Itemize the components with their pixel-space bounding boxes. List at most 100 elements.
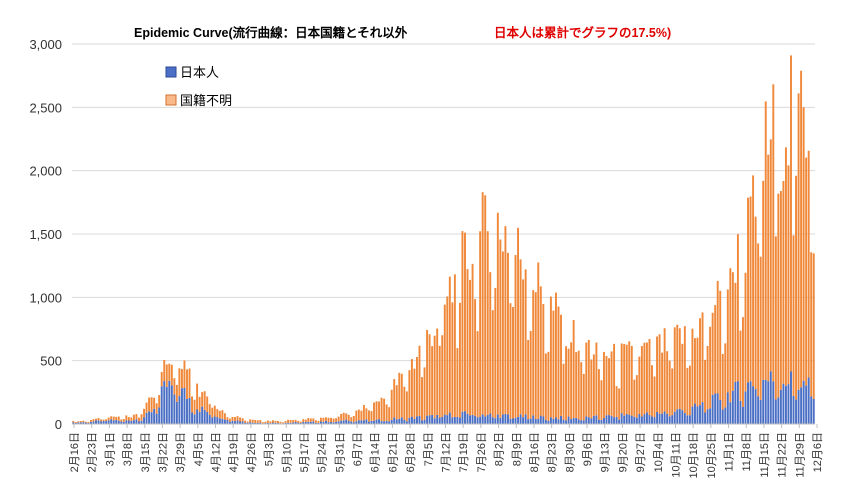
bar-japanese xyxy=(777,397,780,424)
bar-unknown xyxy=(592,354,595,416)
bar-japanese xyxy=(691,406,694,424)
bar-unknown xyxy=(357,409,360,421)
bar-unknown xyxy=(405,391,408,422)
bar-unknown xyxy=(779,190,782,390)
bar-unknown xyxy=(117,416,120,421)
bar-unknown xyxy=(479,231,482,417)
bar-japanese xyxy=(294,421,297,424)
bar-unknown xyxy=(410,359,413,417)
bar-unknown xyxy=(92,419,95,422)
bar-japanese xyxy=(143,417,145,424)
bar-unknown xyxy=(175,384,178,402)
bar-unknown xyxy=(645,342,648,413)
bar-japanese xyxy=(218,418,221,424)
chart-title: Epidemic Curve(流行曲線：日本国籍とそれ以外 xyxy=(134,25,408,40)
bar-japanese xyxy=(87,422,90,424)
bar-japanese xyxy=(297,422,300,424)
bar-unknown xyxy=(234,417,236,422)
x-tick-label: 5月10日 xyxy=(281,432,293,472)
bar-japanese xyxy=(595,415,598,424)
bar-japanese xyxy=(125,420,128,424)
bar-japanese xyxy=(259,422,262,424)
bar-unknown xyxy=(742,317,744,407)
x-tick-label: 9月13日 xyxy=(600,432,612,472)
legend-label-unknown: 国籍不明 xyxy=(180,93,232,108)
bar-unknown xyxy=(122,419,125,422)
bar-unknown xyxy=(413,368,416,419)
bar-japanese xyxy=(443,414,446,424)
bar-japanese xyxy=(807,377,810,424)
bar-unknown xyxy=(648,339,651,415)
bar-japanese xyxy=(175,401,178,424)
bar-unknown xyxy=(143,408,145,418)
bar-japanese xyxy=(97,420,100,424)
bar-unknown xyxy=(304,419,307,422)
bar-japanese xyxy=(603,418,605,424)
bar-japanese xyxy=(461,411,464,424)
bar-unknown xyxy=(693,338,696,404)
bar-japanese xyxy=(769,371,772,424)
bar-japanese xyxy=(127,420,130,424)
x-tick-label: 6月14日 xyxy=(370,432,382,472)
bar-unknown xyxy=(423,367,426,420)
bar-japanese xyxy=(330,421,332,424)
bar-japanese xyxy=(408,417,411,424)
bar-unknown xyxy=(160,371,163,387)
bar-japanese xyxy=(651,416,653,424)
bar-japanese xyxy=(312,421,315,424)
bar-japanese xyxy=(726,392,729,424)
bar-japanese xyxy=(287,422,290,424)
bar-japanese xyxy=(398,418,401,424)
bar-unknown xyxy=(807,150,810,378)
bar-japanese xyxy=(418,416,421,424)
bar-unknown xyxy=(373,402,375,421)
x-tick-label: 3月8日 xyxy=(122,432,134,466)
bar-japanese xyxy=(600,420,603,424)
bar-unknown xyxy=(524,269,527,415)
bar-japanese xyxy=(403,419,406,424)
bar-japanese xyxy=(714,393,717,424)
bar-japanese xyxy=(188,398,191,424)
bar-japanese xyxy=(736,381,739,424)
bar-japanese xyxy=(693,403,696,424)
x-tick-label: 12月6日 xyxy=(812,432,824,472)
bar-japanese xyxy=(84,422,87,424)
bar-unknown xyxy=(393,379,396,418)
bar-japanese xyxy=(421,420,423,424)
bar-unknown xyxy=(658,334,661,414)
bar-japanese xyxy=(140,420,143,424)
x-tick-label: 10月18日 xyxy=(688,432,700,478)
bar-japanese xyxy=(779,389,782,424)
bar-japanese xyxy=(302,422,305,424)
bar-japanese xyxy=(635,417,638,424)
bar-unknown xyxy=(385,404,388,421)
bar-japanese xyxy=(244,422,247,424)
bar-unknown xyxy=(464,232,466,412)
bar-japanese xyxy=(375,419,378,424)
bar-unknown xyxy=(461,231,464,412)
bar-unknown xyxy=(656,336,659,412)
bar-unknown xyxy=(562,363,565,420)
bar-unknown xyxy=(309,418,312,422)
bar-japanese xyxy=(663,411,666,424)
bar-unknown xyxy=(74,421,77,423)
bar-japanese xyxy=(423,419,426,424)
bar-unknown xyxy=(337,416,340,422)
bar-unknown xyxy=(314,420,317,423)
bar-japanese xyxy=(711,394,714,424)
legend-swatch-japanese xyxy=(165,66,177,78)
bar-unknown xyxy=(736,234,739,382)
bar-unknown xyxy=(438,345,441,418)
bar-unknown xyxy=(663,328,666,412)
bar-japanese xyxy=(163,381,166,424)
bar-unknown xyxy=(153,397,156,409)
x-tick-label: 8月16日 xyxy=(529,432,541,472)
bar-unknown xyxy=(319,417,322,422)
bar-unknown xyxy=(691,328,694,407)
bar-japanese xyxy=(567,416,570,424)
bar-japanese xyxy=(145,412,148,424)
bar-unknown xyxy=(403,386,406,420)
bar-japanese xyxy=(582,420,585,424)
bar-japanese xyxy=(211,417,214,424)
x-tick-label: 7月5日 xyxy=(423,432,435,466)
